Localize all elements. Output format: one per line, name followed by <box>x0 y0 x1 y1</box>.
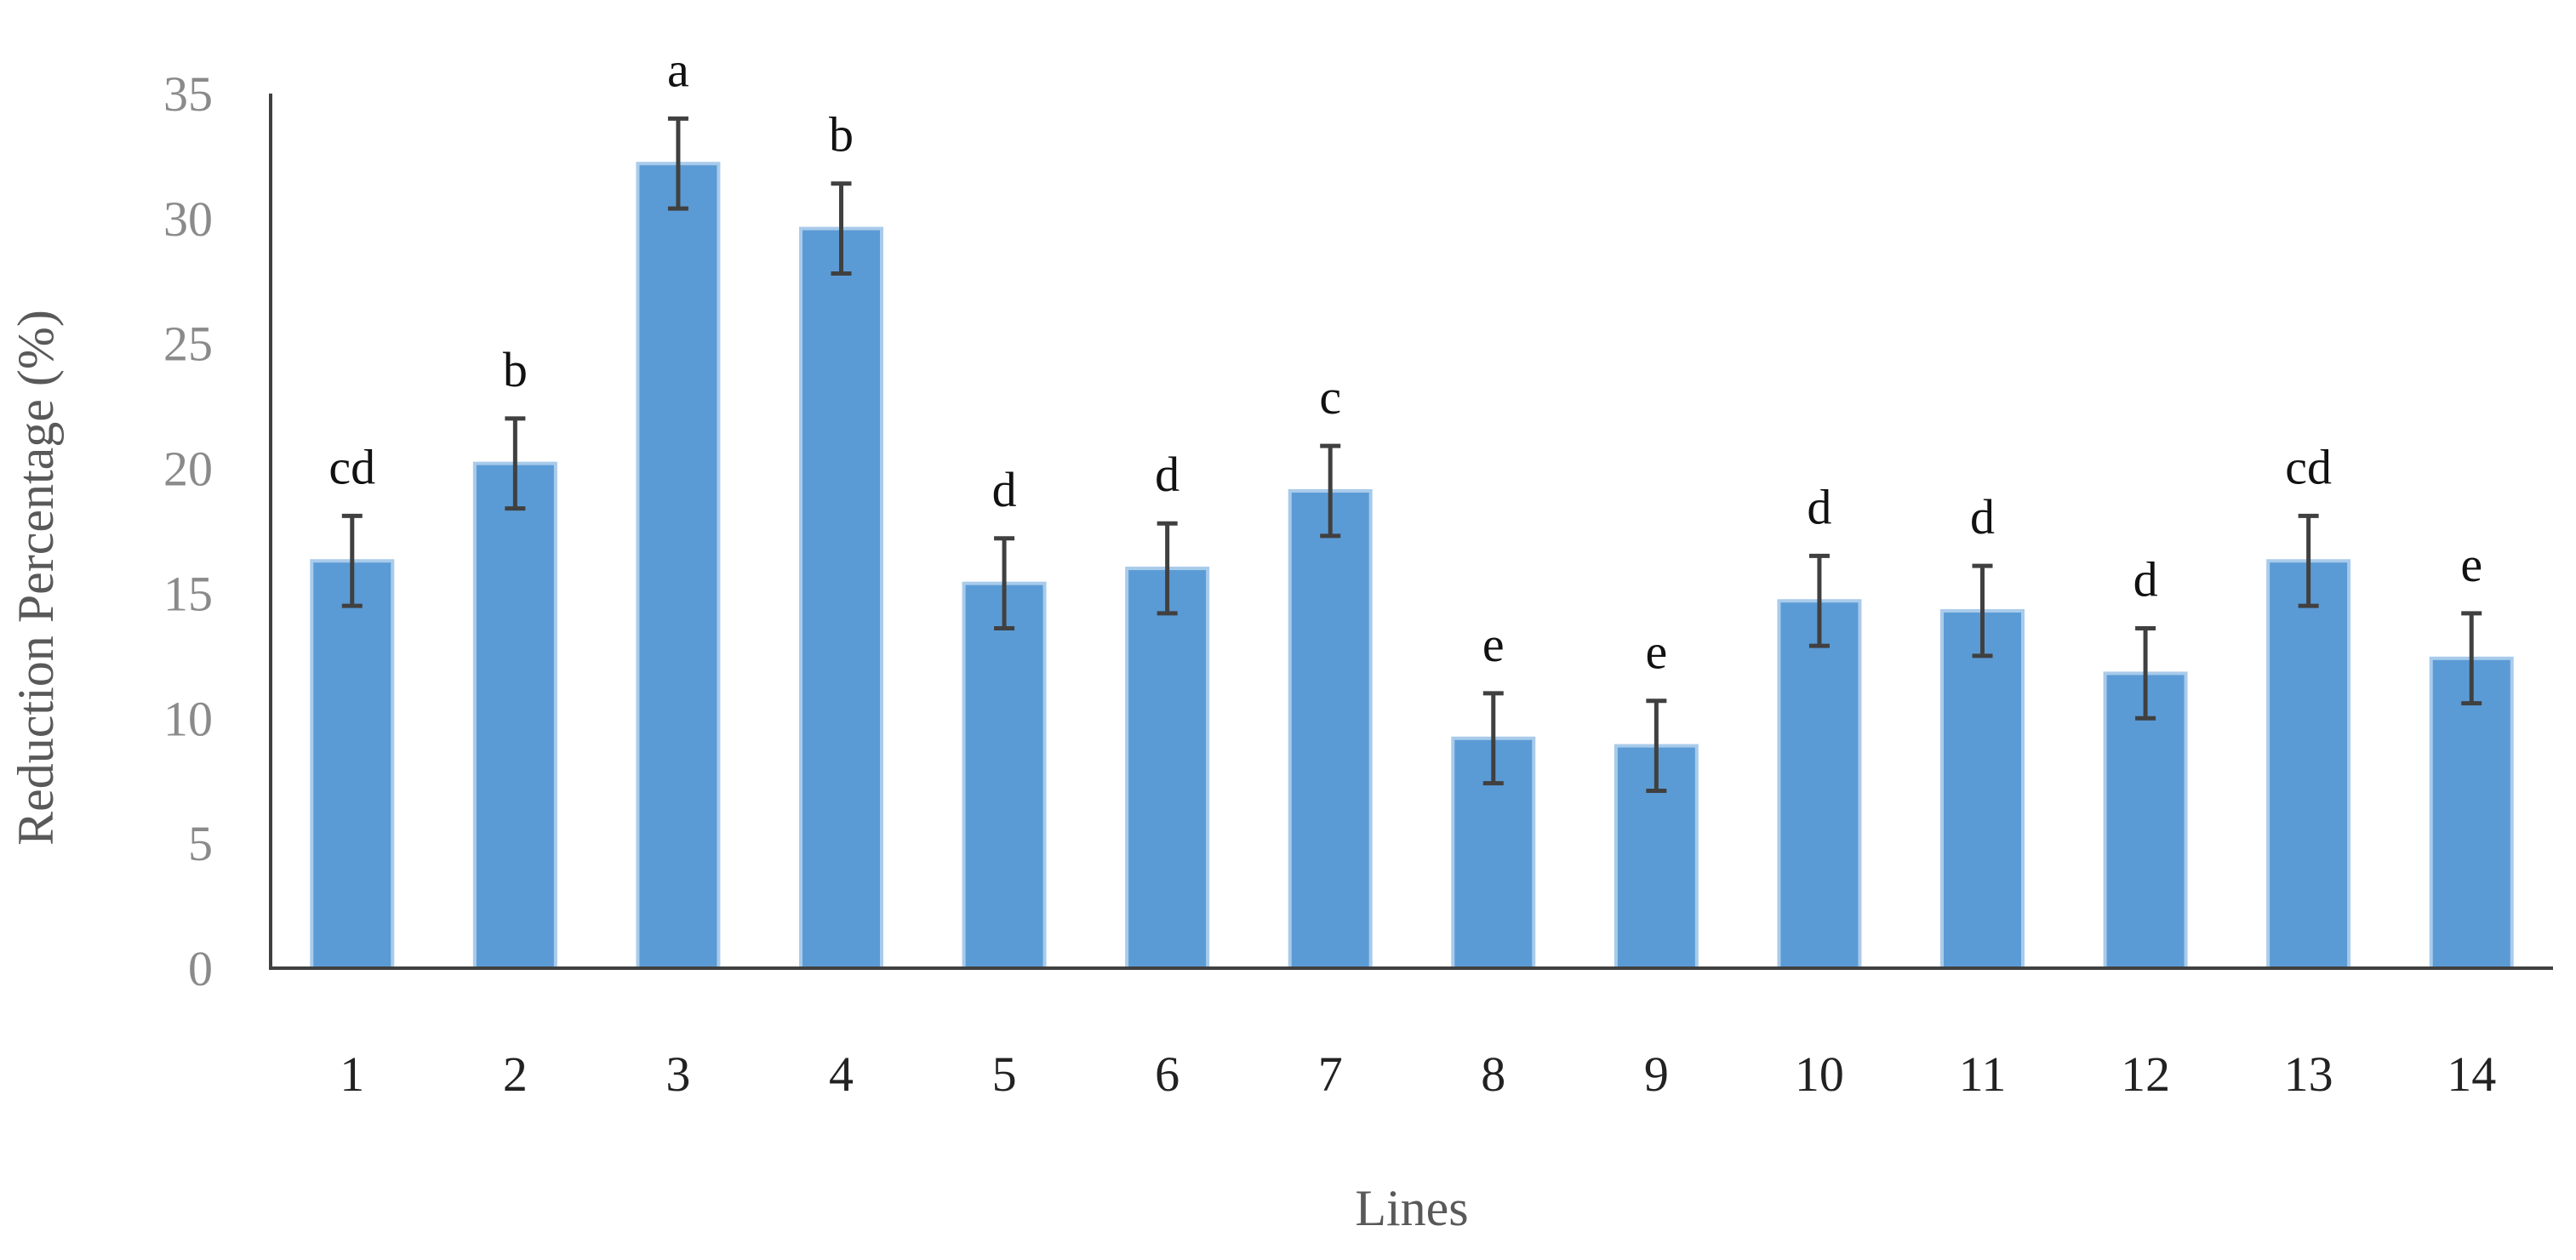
bar <box>799 226 883 970</box>
y-tick-label: 0 <box>188 941 213 996</box>
x-axis-ticks: 1 2 3 4 5 6 7 8 9 10 11 12 13 14 <box>340 1046 2496 1102</box>
x-tick-label: 7 <box>1318 1046 1343 1102</box>
error-bar <box>1157 521 1178 616</box>
bar <box>1288 489 1373 970</box>
bar <box>636 162 721 971</box>
error-bar <box>831 181 852 276</box>
y-tick-label: 30 <box>163 191 213 247</box>
y-axis-title: Reduction Percentage (%) <box>8 310 64 846</box>
error-bars <box>341 116 2482 793</box>
error-bar <box>1482 691 1504 786</box>
error-bar <box>341 513 363 608</box>
x-tick-label: 3 <box>665 1046 690 1102</box>
bar <box>472 461 557 970</box>
significance-letter: d <box>1970 489 1995 544</box>
error-bar <box>1972 563 1993 659</box>
significance-letter: d <box>992 462 1017 517</box>
x-tick-label: 12 <box>2121 1046 2170 1102</box>
significance-letter: e <box>2460 537 2482 592</box>
error-bar <box>1808 553 1830 648</box>
error-bar <box>2298 513 2319 608</box>
significance-letter: d <box>1807 479 1831 534</box>
x-tick-label: 6 <box>1155 1046 1179 1102</box>
error-bar <box>2135 626 2156 721</box>
y-tick-label: 15 <box>163 566 213 621</box>
error-bar <box>1320 443 1341 539</box>
significance-letter: e <box>1645 624 1667 680</box>
bar <box>310 559 395 970</box>
bars <box>310 162 2514 971</box>
x-tick-label: 11 <box>1959 1046 2007 1102</box>
error-bar <box>505 416 526 511</box>
y-tick-label: 5 <box>188 816 213 871</box>
x-tick-label: 13 <box>2284 1046 2333 1102</box>
significance-letter: e <box>1482 617 1505 672</box>
significance-letter: d <box>2133 552 2158 607</box>
x-axis-title: Lines <box>1355 1180 1468 1236</box>
bar <box>1777 599 1862 970</box>
x-tick-label: 9 <box>1644 1046 1669 1102</box>
x-tick-label: 2 <box>503 1046 528 1102</box>
error-bar <box>994 536 1015 631</box>
y-tick-label: 20 <box>163 442 213 497</box>
error-bar <box>667 116 688 211</box>
bar <box>962 581 1047 970</box>
significance-letters: cd b a b d d c e e d d d cd e <box>328 42 2482 679</box>
significance-letter: cd <box>2285 439 2332 494</box>
y-tick-label: 25 <box>163 316 213 372</box>
significance-letter: b <box>829 107 854 162</box>
significance-letter: cd <box>328 439 375 494</box>
x-tick-label: 10 <box>1795 1046 1844 1102</box>
bar <box>2429 656 2514 971</box>
y-axis-ticks: 0 5 10 15 20 25 30 35 <box>163 66 213 996</box>
significance-letter: c <box>1319 369 1341 425</box>
y-tick-label: 10 <box>163 691 213 746</box>
y-tick-label: 35 <box>163 66 213 122</box>
x-tick-label: 14 <box>2447 1046 2496 1102</box>
bar <box>2266 559 2351 970</box>
x-tick-label: 4 <box>829 1046 854 1102</box>
x-tick-label: 1 <box>340 1046 364 1102</box>
error-bar <box>1646 698 1667 793</box>
significance-letter: b <box>503 342 528 397</box>
x-tick-label: 8 <box>1481 1046 1505 1102</box>
bar <box>1125 567 1210 970</box>
significance-letter: a <box>667 42 689 97</box>
x-tick-label: 5 <box>992 1046 1017 1102</box>
significance-letter: d <box>1155 447 1179 502</box>
bar <box>1940 608 2025 970</box>
error-bar <box>2461 611 2482 706</box>
